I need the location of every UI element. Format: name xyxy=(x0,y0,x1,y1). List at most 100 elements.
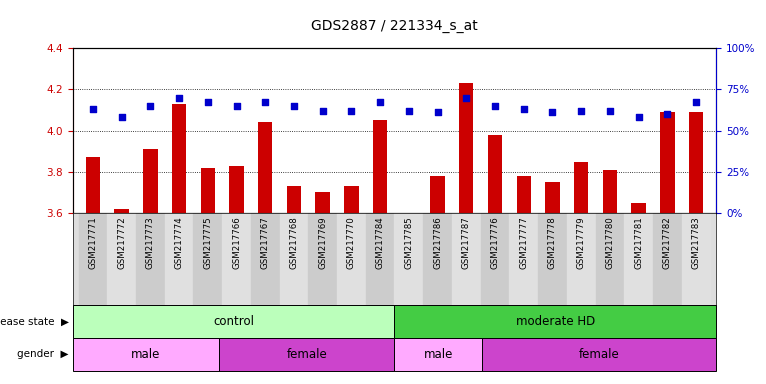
Point xyxy=(690,99,702,106)
Text: moderate HD: moderate HD xyxy=(516,315,595,328)
Bar xyxy=(136,213,165,305)
Bar xyxy=(538,213,567,305)
Text: GSM217783: GSM217783 xyxy=(692,216,701,269)
Text: GSM217787: GSM217787 xyxy=(462,216,471,269)
Point xyxy=(374,99,386,106)
Text: disease state  ▶: disease state ▶ xyxy=(0,316,69,327)
Bar xyxy=(229,166,244,213)
Text: GSM217774: GSM217774 xyxy=(175,216,184,269)
Text: GSM217768: GSM217768 xyxy=(290,216,299,269)
Point xyxy=(231,103,243,109)
Bar xyxy=(316,192,330,213)
Bar xyxy=(624,213,653,305)
Bar xyxy=(488,135,502,213)
Text: GSM217770: GSM217770 xyxy=(347,216,356,269)
Bar xyxy=(194,213,222,305)
Bar xyxy=(280,213,309,305)
Text: GSM217784: GSM217784 xyxy=(375,216,385,269)
Text: GSM217771: GSM217771 xyxy=(88,216,97,269)
Text: GSM217786: GSM217786 xyxy=(433,216,442,269)
Text: GSM217775: GSM217775 xyxy=(203,216,212,269)
Bar xyxy=(337,213,366,305)
Bar xyxy=(545,182,560,213)
Point xyxy=(661,111,673,117)
Point xyxy=(116,114,128,121)
Text: male: male xyxy=(424,348,453,361)
Bar xyxy=(481,213,509,305)
Point xyxy=(259,99,271,106)
Bar xyxy=(483,338,716,371)
Text: female: female xyxy=(286,348,327,361)
Point xyxy=(87,106,99,112)
Text: GSM217778: GSM217778 xyxy=(548,216,557,269)
Point xyxy=(201,99,214,106)
Point xyxy=(403,108,415,114)
Point xyxy=(316,108,329,114)
Text: GSM217772: GSM217772 xyxy=(117,216,126,269)
Bar xyxy=(603,170,617,213)
Point xyxy=(431,109,444,116)
Text: control: control xyxy=(213,315,254,328)
Bar xyxy=(79,213,107,305)
Text: GSM217776: GSM217776 xyxy=(490,216,499,269)
Text: GSM217767: GSM217767 xyxy=(260,216,270,269)
Text: GSM217769: GSM217769 xyxy=(318,216,327,268)
Bar xyxy=(394,213,424,305)
Point xyxy=(173,94,185,101)
Bar xyxy=(424,213,452,305)
Point xyxy=(575,108,588,114)
Bar xyxy=(222,213,251,305)
Bar xyxy=(201,168,215,213)
Point xyxy=(460,94,473,101)
Point xyxy=(489,103,501,109)
Bar xyxy=(286,186,301,213)
Text: GSM217773: GSM217773 xyxy=(146,216,155,269)
Bar xyxy=(373,120,388,213)
Text: GSM217781: GSM217781 xyxy=(634,216,643,269)
Text: male: male xyxy=(131,348,161,361)
Bar xyxy=(344,186,358,213)
Bar xyxy=(596,213,624,305)
Bar xyxy=(73,338,219,371)
Bar xyxy=(631,203,646,213)
Point xyxy=(518,106,530,112)
Point xyxy=(288,103,300,109)
Bar xyxy=(73,305,394,338)
Bar xyxy=(394,305,716,338)
Bar xyxy=(516,176,531,213)
Point xyxy=(633,114,645,121)
Bar xyxy=(394,338,483,371)
Bar xyxy=(366,213,394,305)
Bar xyxy=(509,213,538,305)
Text: GSM217766: GSM217766 xyxy=(232,216,241,269)
Bar xyxy=(258,122,273,213)
Bar xyxy=(107,213,136,305)
Text: GSM217777: GSM217777 xyxy=(519,216,529,269)
Bar xyxy=(682,213,711,305)
Text: female: female xyxy=(579,348,620,361)
Point xyxy=(546,109,558,116)
Bar xyxy=(219,338,394,371)
Bar xyxy=(172,104,186,213)
Bar xyxy=(251,213,280,305)
Bar xyxy=(574,162,588,213)
Bar xyxy=(452,213,481,305)
Text: GSM217782: GSM217782 xyxy=(663,216,672,269)
Point xyxy=(345,108,358,114)
Text: GSM217780: GSM217780 xyxy=(605,216,614,269)
Bar xyxy=(308,213,337,305)
Point xyxy=(144,103,156,109)
Bar xyxy=(653,213,682,305)
Bar xyxy=(430,176,445,213)
Point xyxy=(604,108,616,114)
Bar xyxy=(459,83,473,213)
Text: GSM217779: GSM217779 xyxy=(577,216,586,268)
Bar xyxy=(86,157,100,213)
Bar xyxy=(689,112,703,213)
Bar xyxy=(143,149,158,213)
Bar xyxy=(165,213,193,305)
Text: GDS2887 / 221334_s_at: GDS2887 / 221334_s_at xyxy=(311,19,478,33)
Bar xyxy=(567,213,596,305)
Text: GSM217785: GSM217785 xyxy=(404,216,414,269)
Bar xyxy=(660,112,675,213)
